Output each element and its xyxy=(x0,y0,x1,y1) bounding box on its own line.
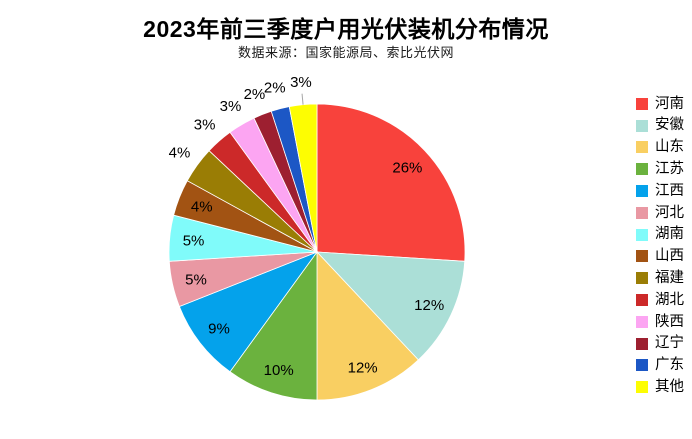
legend-item-安徽: 安徽 xyxy=(636,115,684,137)
slice-label-江西: 9% xyxy=(208,320,230,337)
legend-swatch-icon xyxy=(636,206,648,219)
legend-label: 山东 xyxy=(655,139,684,156)
legend-item-湖北: 湖北 xyxy=(636,289,684,311)
legend-item-福建: 福建 xyxy=(636,267,684,289)
slice-label-陕西: 3% xyxy=(220,98,242,115)
slice-label-辽宁: 2% xyxy=(244,86,266,103)
label-leader-line xyxy=(301,93,304,105)
legend-item-山东: 山东 xyxy=(636,137,684,159)
legend-label: 湖南 xyxy=(655,226,684,243)
legend-item-湖南: 湖南 xyxy=(636,224,684,246)
legend-item-其他: 其他 xyxy=(636,376,684,398)
chart-subtitle: 数据来源：国家能源局、索比光伏网 xyxy=(237,45,454,60)
legend-label: 河南 xyxy=(655,95,684,112)
legend-label: 江西 xyxy=(655,182,684,199)
legend-label: 河北 xyxy=(655,204,684,221)
legend-swatch-icon xyxy=(636,163,648,176)
legend-label: 湖北 xyxy=(655,291,684,308)
slice-label-其他: 3% xyxy=(290,74,312,91)
legend-label: 广东 xyxy=(655,357,684,374)
legend-swatch-icon xyxy=(636,294,648,307)
legend-label: 安徽 xyxy=(655,117,684,134)
legend: 河南安徽山东江苏江西河北湖南山西福建湖北陕西辽宁广东其他 xyxy=(636,93,684,398)
pie-slice-江西 xyxy=(178,251,319,373)
legend-swatch-icon xyxy=(636,315,648,328)
legend-swatch-icon xyxy=(636,185,648,198)
legend-item-山西: 山西 xyxy=(636,246,684,268)
pie-slice-河南 xyxy=(316,103,466,262)
legend-item-江苏: 江苏 xyxy=(636,158,684,180)
slice-label-湖南: 5% xyxy=(183,233,205,250)
pie-slice-江苏 xyxy=(229,250,318,401)
slice-label-广东: 2% xyxy=(264,80,286,97)
legend-item-河南: 河南 xyxy=(636,93,684,115)
slice-label-安徽: 12% xyxy=(414,297,444,314)
legend-item-辽宁: 辽宁 xyxy=(636,333,684,355)
legend-item-河北: 河北 xyxy=(636,202,684,224)
legend-label: 江苏 xyxy=(655,161,684,178)
slice-label-山东: 12% xyxy=(348,360,378,377)
legend-label: 辽宁 xyxy=(655,335,684,352)
legend-swatch-icon xyxy=(636,119,648,132)
legend-swatch-icon xyxy=(636,359,648,372)
slice-label-山西: 4% xyxy=(191,199,213,216)
slice-label-福建: 4% xyxy=(169,144,191,161)
legend-label: 陕西 xyxy=(655,313,684,330)
legend-label: 福建 xyxy=(655,270,684,287)
slice-label-河南: 26% xyxy=(392,159,422,176)
pie-slice-山东 xyxy=(316,250,419,401)
chart-title: 2023年前三季度户用光伏装机分布情况 xyxy=(143,16,549,42)
legend-item-陕西: 陕西 xyxy=(636,311,684,333)
slice-label-江苏: 10% xyxy=(264,362,294,379)
legend-swatch-icon xyxy=(636,337,648,350)
slice-label-湖北: 3% xyxy=(194,117,216,134)
pie-slice-安徽 xyxy=(316,251,466,361)
legend-swatch-icon xyxy=(636,250,648,263)
legend-swatch-icon xyxy=(636,228,648,241)
legend-label: 山西 xyxy=(655,248,684,265)
slice-label-河北: 5% xyxy=(185,271,207,288)
legend-item-江西: 江西 xyxy=(636,180,684,202)
legend-item-广东: 广东 xyxy=(636,355,684,377)
legend-swatch-icon xyxy=(636,272,648,285)
legend-swatch-icon xyxy=(636,381,648,394)
legend-swatch-icon xyxy=(636,97,648,110)
legend-label: 其他 xyxy=(655,379,684,395)
legend-swatch-icon xyxy=(636,141,648,154)
